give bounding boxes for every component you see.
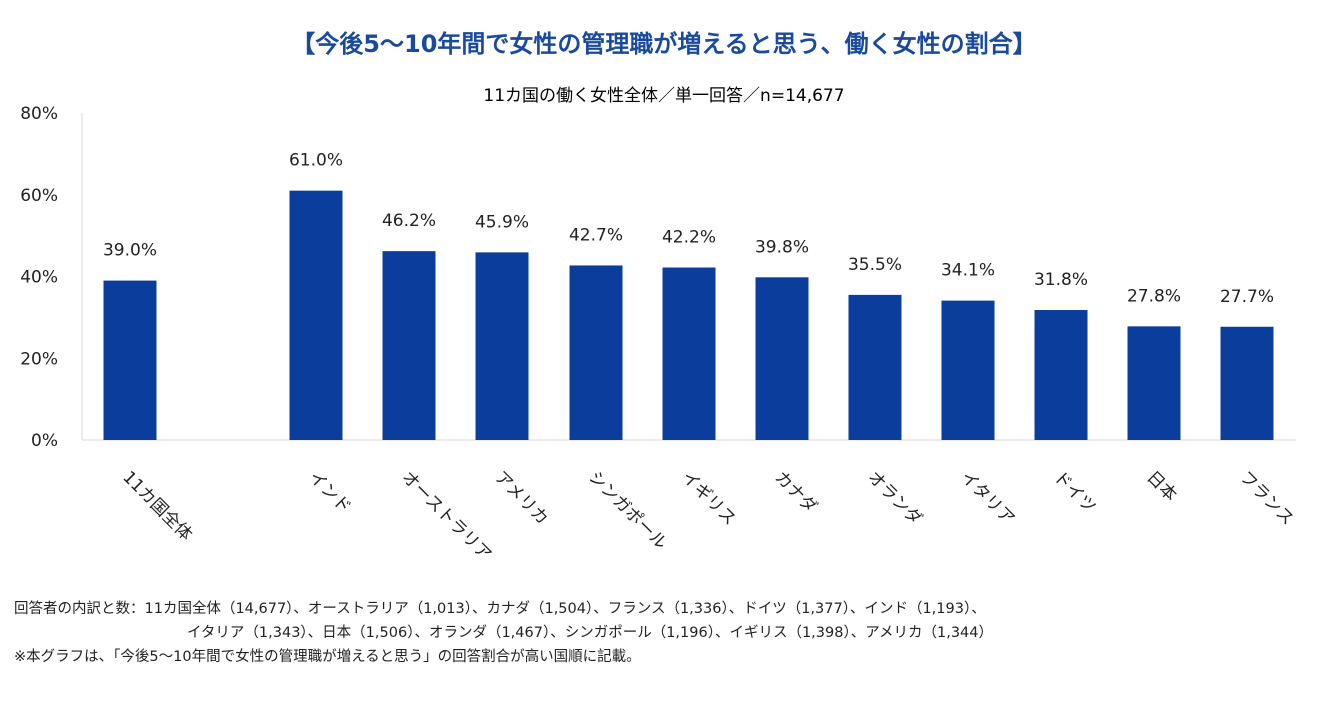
data-label: 42.7% [569, 225, 623, 245]
data-label: 45.9% [475, 212, 529, 232]
bar [569, 265, 623, 440]
bar [1127, 326, 1181, 440]
category-label: カナダ [770, 467, 820, 517]
bar [475, 252, 529, 440]
bar [755, 277, 809, 440]
data-label: 61.0% [289, 151, 343, 171]
bar [941, 300, 995, 440]
y-tick-label: 40% [20, 268, 58, 288]
breakdown-line-2: イタリア（1,343）、日本（1,506）、オランダ（1,467）、シンガポール… [187, 625, 994, 641]
plot-area: 0% 20% 40% 60% 80% [20, 104, 1296, 451]
data-label: 27.7% [1220, 287, 1274, 307]
data-label: 42.2% [662, 228, 716, 248]
breakdown-line-1: 回答者の内訳と数：11カ国全体（14,677）、オーストラリア（1,013）、カ… [14, 601, 986, 617]
chart-title: 【今後5〜10年間で女性の管理職が増えると思う、働く女性の割合】 [291, 30, 1036, 58]
data-label: 27.8% [1127, 286, 1181, 306]
footnote: ※本グラフは、「今後5〜10年間で女性の管理職が増えると思う」の回答割合が高い国… [14, 649, 641, 665]
chart-subtitle: 11カ国の働く女性全体／単一回答／n=14,677 [483, 86, 844, 106]
y-tick-label: 60% [20, 186, 58, 206]
category-label: イギリス [677, 467, 739, 529]
y-tick-label: 80% [20, 104, 58, 124]
category-label: アメリカ [490, 467, 552, 529]
bar [103, 280, 157, 440]
category-label: 日本 [1142, 467, 1180, 505]
bar-chart: 【今後5〜10年間で女性の管理職が増えると思う、働く女性の割合】 11カ国の働く… [20, 30, 1297, 565]
bar [662, 267, 716, 440]
category-label: インド [304, 467, 354, 517]
category-label: オランダ [863, 467, 925, 529]
data-label: 31.8% [1034, 270, 1088, 290]
bar [1220, 326, 1274, 440]
bar [289, 190, 343, 440]
y-tick-label: 0% [31, 431, 58, 451]
data-labels: 39.0% 61.0% 46.2% 45.9% 42.7% 42.2% 39.8% 35.5%… [103, 151, 1274, 307]
data-label: 35.5% [848, 255, 902, 275]
y-tick-label: 20% [20, 349, 58, 369]
category-label: シンガポール [584, 467, 670, 553]
category-label: ドイツ [1049, 467, 1099, 517]
data-label: 34.1% [941, 261, 995, 281]
category-label: イタリア [956, 467, 1018, 529]
category-label: オーストラリア [397, 467, 495, 565]
bar-series [103, 190, 1274, 440]
bar [848, 294, 902, 440]
bar [1034, 310, 1088, 440]
chart-notes: 回答者の内訳と数：11カ国全体（14,677）、オーストラリア（1,013）、カ… [14, 597, 1314, 669]
category-label: 11カ国全体 [118, 467, 196, 545]
data-label: 46.2% [382, 211, 436, 231]
bar [382, 251, 436, 440]
category-label: フランス [1235, 467, 1297, 529]
data-label: 39.0% [103, 241, 157, 261]
data-label: 39.8% [755, 237, 809, 257]
